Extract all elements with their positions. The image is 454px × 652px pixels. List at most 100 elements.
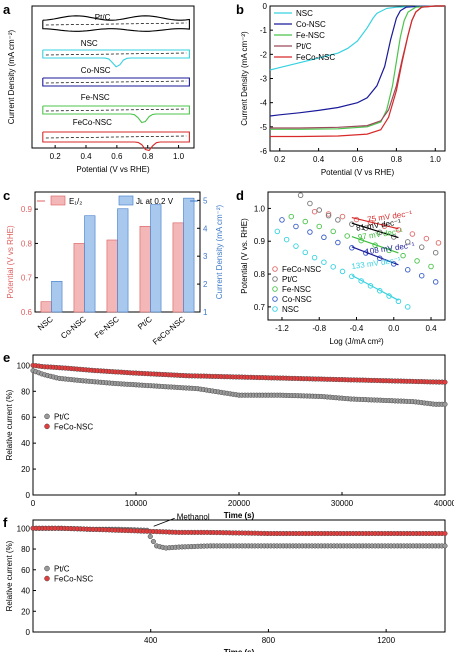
panel-d-xtick-label: -1.2 xyxy=(275,324,289,333)
panel-d-fit-line xyxy=(351,217,399,230)
panel-c-category-label: NSC xyxy=(36,314,55,332)
panel-b-xtick-label: 0.4 xyxy=(313,155,325,164)
panel-d-point xyxy=(279,217,285,223)
panel-e-xtick-label: 20000 xyxy=(228,499,251,508)
panel-f-xlabel: Time (s) xyxy=(224,648,255,652)
panel-c-bar-e12 xyxy=(40,301,52,313)
panel-b-legend-label: Pt/C xyxy=(296,42,312,51)
panel-d-point xyxy=(335,239,341,246)
panel-b-ytick-label: 0 xyxy=(263,2,268,11)
panel-d-point xyxy=(418,272,425,279)
panel-d-point xyxy=(339,213,346,220)
panel-letter-c: c xyxy=(3,188,10,203)
panel-c-ylabel-right: Current Density (mA cm⁻²) xyxy=(215,204,224,299)
panel-d-xtick-label: 0.4 xyxy=(425,324,437,333)
panel-d-point xyxy=(297,192,304,199)
panel-c-category-label: FeCo-NSC xyxy=(151,314,187,346)
panel-f-xtick-label: 400 xyxy=(144,636,158,645)
panel-a-cv-curve-1 xyxy=(42,49,190,68)
panel-c-category-label: Co-NSC xyxy=(59,314,88,340)
panel-letter-e: e xyxy=(3,350,10,365)
panel-c-bar-chart: 0.6 0.7 0.8 0.9 1 2 3 4 5 Potential (V vs RHE) Cur… xyxy=(6,191,224,347)
panel-d-point xyxy=(428,263,434,270)
panel-d-legend-label: FeCo-NSC xyxy=(282,265,321,274)
panel-d-legend-label: Pt/C xyxy=(282,275,298,284)
panel-c-category-label: Fe-NSC xyxy=(93,314,121,340)
panel-d-point xyxy=(414,258,420,264)
panel-f-ytick-label: 40 xyxy=(21,587,30,596)
panel-d-point xyxy=(330,228,336,235)
panel-a-frame xyxy=(31,5,195,149)
panel-c-bar-jl xyxy=(84,215,96,313)
panel-d-point xyxy=(432,249,439,256)
panel-f-point xyxy=(147,533,153,540)
panel-f-ytick-label: 0 xyxy=(26,628,31,637)
panel-d-point xyxy=(339,268,346,275)
panel-f-annotation-pointer xyxy=(153,517,175,527)
panel-d-slope-label: 133 mV dec⁻¹ xyxy=(351,255,402,271)
panel-d-point xyxy=(330,264,336,270)
panel-d-point xyxy=(400,252,406,259)
panel-e-ytick-label: 20 xyxy=(21,465,30,474)
panel-b-ytick-label: -5 xyxy=(260,123,268,132)
panel-c-ylabel: Potential (V vs RHE) xyxy=(6,225,15,299)
panel-a-xlabel: Potential (V vs RHE) xyxy=(76,165,150,174)
panel-d-legend-swatch xyxy=(272,266,278,272)
panel-c-bar-e12 xyxy=(139,225,151,313)
panel-d-legend-swatch xyxy=(272,286,278,292)
panel-d-point xyxy=(418,244,425,250)
panel-e-legend-label: FeCo-NSC xyxy=(54,422,93,431)
panel-d-xtick-label: -0.4 xyxy=(350,324,364,333)
panel-f-legend-label: Pt/C xyxy=(54,565,70,574)
panel-c-ytick-label: 0.8 xyxy=(21,239,33,248)
panel-c-bar-e12 xyxy=(172,222,184,313)
panel-e-xtick-label: 40000 xyxy=(434,499,454,508)
panel-c-legend-swatch xyxy=(50,195,66,206)
panel-letter-b: b xyxy=(236,2,244,17)
panel-e-point xyxy=(442,379,448,385)
panel-f-methanol-chart: 400 800 1200 0 20 40 60 80 100 Time (s) Relative c… xyxy=(5,512,448,652)
panel-e-xtick-label: 30000 xyxy=(331,499,354,508)
panel-f-xtick-label: 800 xyxy=(262,636,276,645)
panel-f-frame xyxy=(32,519,446,633)
panel-f-legend-label: FeCo-NSC xyxy=(54,575,93,584)
panel-a-cv-curve-3 xyxy=(42,105,190,124)
panel-a-baseline-0 xyxy=(45,22,187,26)
panel-c-bar-jl xyxy=(183,197,195,313)
panel-d-point xyxy=(307,200,313,207)
panel-d-fit-line xyxy=(351,222,399,239)
panel-d-ytick-label: 0.7 xyxy=(254,303,266,312)
panel-d-point xyxy=(311,208,318,215)
panel-a-baseline-3 xyxy=(45,108,187,112)
panel-d-legend-label: Fe-NSC xyxy=(282,285,311,294)
panel-e-ylabel: Relative current (%) xyxy=(5,389,14,460)
panel-c-ytick-label: 0.7 xyxy=(21,274,33,283)
panel-d-fit-line xyxy=(351,235,399,254)
panel-a-curve-label: Co-NSC xyxy=(81,66,111,75)
panel-c-bar-e12 xyxy=(106,239,118,313)
panel-a-curve-label: Fe-NSC xyxy=(81,93,110,102)
panel-d-legend-label: Co-NSC xyxy=(282,295,312,304)
panel-letter-d: d xyxy=(236,188,244,203)
panel-b-ytick-label: -3 xyxy=(260,75,268,84)
panel-d-point xyxy=(316,223,322,230)
panel-d-point xyxy=(293,243,299,249)
panel-f-annotation-label: Methanol xyxy=(177,512,210,521)
panel-d-point xyxy=(316,207,322,213)
panel-c-ytick-right-label: 3 xyxy=(203,252,208,261)
panel-d-point xyxy=(395,226,402,233)
panel-c-legend-swatch xyxy=(118,195,134,206)
panel-d-point xyxy=(404,304,411,310)
panel-a-xtick-label: 0.2 xyxy=(50,152,62,161)
panel-e-ytick-label: 40 xyxy=(21,439,30,448)
panel-d-point xyxy=(423,235,430,242)
panel-b-legend-label: FeCo-NSC xyxy=(296,53,335,62)
panel-e-xlabel: Time (s) xyxy=(224,511,255,520)
panel-b-xtick-label: 0.6 xyxy=(352,155,364,164)
panel-e-legend-swatch xyxy=(44,423,50,430)
panel-d-point xyxy=(409,231,416,237)
panel-a-xtick-label: 0.6 xyxy=(111,152,123,161)
panel-b-lsv-chart: 0.2 0.4 0.6 0.8 1.0 0 -1 -2 -3 -4 -5 -6 Potential (V… xyxy=(240,2,446,177)
panel-a-baseline-1 xyxy=(45,52,187,56)
